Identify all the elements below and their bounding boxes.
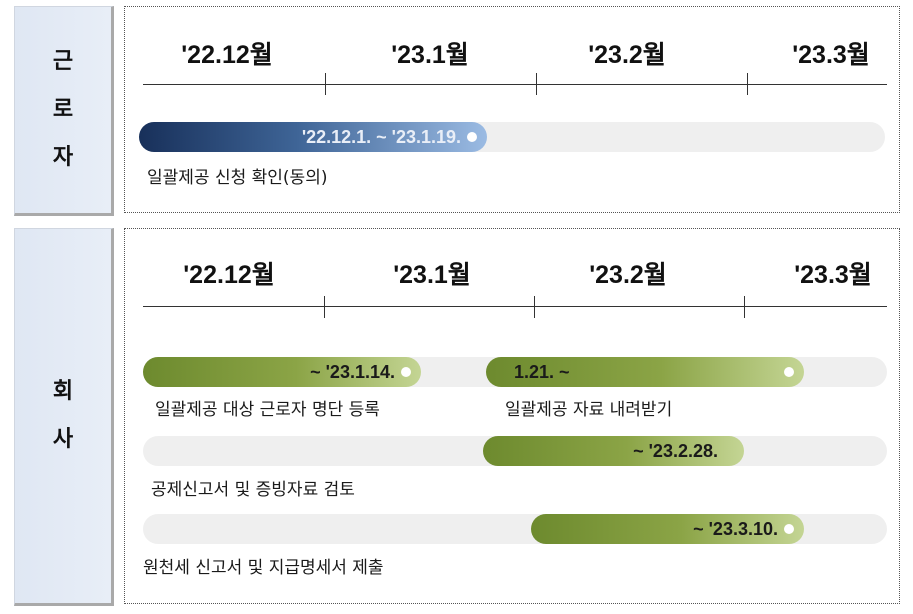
company-label-char-1: 회: [52, 379, 74, 404]
axis-tick: [534, 296, 535, 318]
bar-end-dot: [784, 524, 794, 534]
task-bar: ~ '23.2.28.: [483, 436, 744, 466]
task-bar: 1.21. ~: [486, 357, 804, 387]
company-side-label: 회 사: [14, 228, 114, 606]
task-bar-label: ~ '23.3.10.: [693, 518, 778, 539]
bar-end-dot: [467, 132, 477, 142]
month-label-jan: '23.1월: [391, 41, 469, 69]
task-bar: ~ '23.1.14.: [143, 357, 421, 387]
axis-tick: [747, 73, 748, 95]
worker-label-char-2: 로: [52, 97, 74, 122]
timeline-axis: [143, 306, 887, 307]
task-description: 공제신고서 및 증빙자료 검토: [151, 480, 355, 500]
task-description: 일괄제공 자료 내려받기: [505, 400, 673, 420]
task-bar-label: ~ '23.2.28.: [633, 440, 718, 461]
task-description: 일괄제공 신청 확인(동의): [147, 168, 328, 188]
company-label-char-2: 사: [52, 427, 74, 452]
task-bar-label: ~ '23.1.14.: [310, 361, 395, 382]
task-description: 원천세 신고서 및 지급명세서 제출: [143, 558, 384, 578]
task-bar: ~ '23.3.10.: [531, 514, 804, 544]
axis-tick: [324, 296, 325, 318]
month-label-dec: '22.12월: [183, 261, 275, 289]
worker-label-char-3: 자: [52, 145, 74, 170]
bar-end-dot: [401, 367, 411, 377]
axis-tick: [744, 296, 745, 318]
company-timeline-panel: '22.12월 '23.1월 '23.2월 '23.3월 ~ '23.1.14.…: [124, 228, 900, 604]
month-label-feb: '23.2월: [588, 41, 666, 69]
timeline-axis: [143, 84, 887, 85]
month-label-jan: '23.1월: [393, 261, 471, 289]
worker-side-label: 근 로 자: [14, 6, 114, 216]
worker-label-char-1: 근: [52, 49, 74, 74]
month-label-mar: '23.3월: [794, 261, 872, 289]
task-description: 일괄제공 대상 근로자 명단 등록: [155, 400, 380, 420]
month-label-dec: '22.12월: [181, 41, 273, 69]
month-label-mar: '23.3월: [792, 41, 870, 69]
task-bar-label: '22.12.1. ~ '23.1.19.: [301, 126, 461, 147]
worker-timeline-panel: '22.12월 '23.1월 '23.2월 '23.3월 '22.12.1. ~…: [124, 6, 900, 213]
axis-tick: [536, 73, 537, 95]
task-bar: '22.12.1. ~ '23.1.19.: [139, 122, 487, 152]
month-label-feb: '23.2월: [589, 261, 667, 289]
task-bar-label: 1.21. ~: [514, 361, 570, 382]
bar-end-dot: [784, 367, 794, 377]
axis-tick: [325, 73, 326, 95]
